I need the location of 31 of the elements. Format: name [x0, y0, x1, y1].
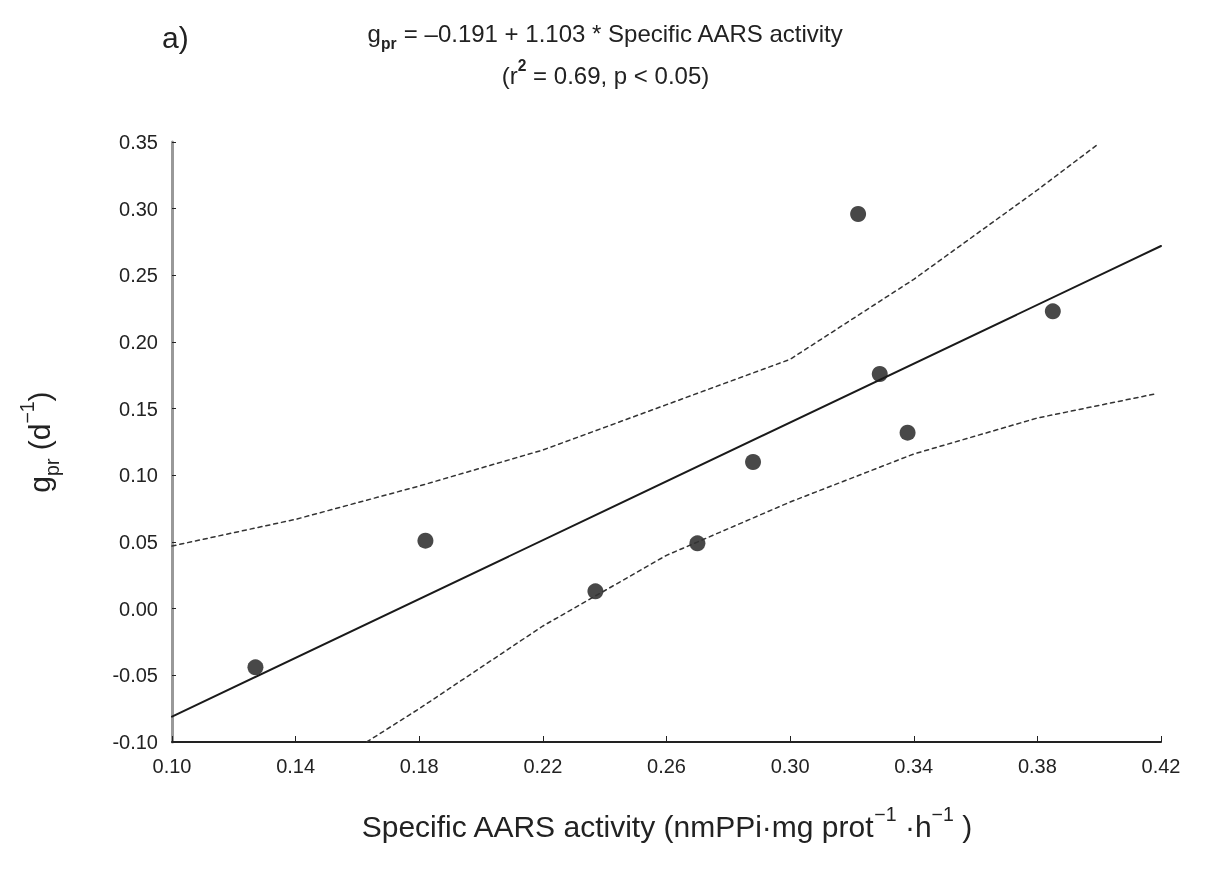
y-tick-label: 0.05 — [119, 531, 158, 553]
y-tick-label: 0.10 — [119, 464, 158, 487]
point — [850, 206, 867, 222]
y-tick-label: -0.10 — [112, 731, 158, 753]
line-series — [171, 142, 1100, 547]
point — [1044, 303, 1061, 320]
x-tick-label: 0.30 — [770, 755, 810, 777]
x-tick-label: 0.42 — [1141, 755, 1181, 777]
y-tick-label: 0.25 — [119, 264, 158, 287]
y-tick-label: 0.00 — [119, 597, 158, 620]
x-tick-label: 0.10 — [152, 755, 192, 777]
point — [899, 424, 916, 441]
x-tick-label: 0.14 — [276, 755, 316, 777]
y-tick-label: -0.05 — [112, 664, 158, 687]
y-tick-label: 0.20 — [119, 331, 158, 353]
line-series — [365, 393, 1156, 743]
point — [247, 659, 264, 676]
x-tick-label: 0.26 — [647, 755, 686, 777]
point — [689, 535, 706, 552]
x-tick-label: 0.18 — [399, 755, 439, 777]
x-tick-label: 0.38 — [1017, 755, 1057, 777]
y-tick-label: 0.15 — [119, 397, 158, 420]
text: a) — [162, 20, 189, 54]
y-tick-label: 0.30 — [119, 197, 158, 220]
point — [417, 532, 434, 549]
x-tick-label: 0.22 — [523, 755, 563, 777]
point — [587, 583, 604, 600]
y-axis-title: gpr (d−1) — [16, 391, 63, 493]
x-tick-label: 0.34 — [894, 755, 934, 777]
point — [745, 454, 762, 470]
y-tick-label: 0.35 — [119, 131, 158, 153]
